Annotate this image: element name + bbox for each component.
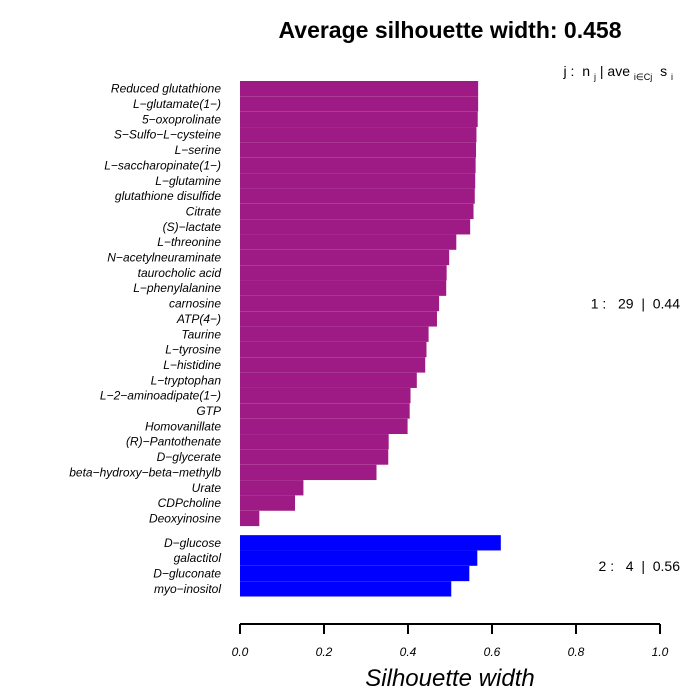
category-label: Reduced glutathione xyxy=(111,82,221,96)
bar-cluster2-0 xyxy=(240,535,501,551)
category-label: L−glutamate(1−) xyxy=(133,97,221,111)
bar-cluster1-1 xyxy=(240,96,479,112)
category-label: N−acetylneuraminate xyxy=(107,251,221,265)
bar-cluster1-15 xyxy=(240,311,437,327)
cluster-summary-2: 2 : 4 | 0.56 xyxy=(599,558,681,574)
category-label: taurocholic acid xyxy=(138,266,222,280)
category-label: (S)−lactate xyxy=(163,220,222,234)
bar-cluster1-10 xyxy=(240,234,457,250)
x-axis-ticks: 0.0 0.2 0.4 0.6 0.8 1.0 xyxy=(232,624,669,659)
category-label: L−2−aminoadipate(1−) xyxy=(100,389,221,403)
category-label: L−glutamine xyxy=(155,174,221,188)
bar-cluster1-24 xyxy=(240,449,389,465)
category-label: Urate xyxy=(192,481,222,495)
category-label: 5−oxoprolinate xyxy=(142,112,221,126)
bar-cluster1-26 xyxy=(240,480,304,496)
category-label: GTP xyxy=(196,404,221,418)
bar-cluster1-4 xyxy=(240,142,477,158)
x-tick-label: 0.6 xyxy=(484,645,501,659)
category-label: CDPcholine xyxy=(158,496,222,510)
x-axis: 0.0 0.2 0.4 0.6 0.8 1.0 xyxy=(232,623,669,659)
category-label: D−glucose xyxy=(164,536,221,550)
category-label: Homovanillate xyxy=(145,419,221,433)
category-label: S−Sulfo−L−cysteine xyxy=(114,128,221,142)
category-label: L−tyrosine xyxy=(165,343,221,357)
bar-cluster1-9 xyxy=(240,219,471,235)
legend-header-ave-sub: i∈Cj xyxy=(634,72,652,82)
x-axis-label: Silhouette width xyxy=(365,665,534,692)
x-tick-label: 0.4 xyxy=(400,645,417,659)
cluster-legend-header: j : n j | ave i∈Cj s i xyxy=(563,63,673,83)
category-label: L−histidine xyxy=(163,358,221,372)
bar-cluster1-12 xyxy=(240,265,447,281)
bar-cluster1-19 xyxy=(240,372,417,388)
legend-header-sep: | xyxy=(600,63,608,79)
bar-cluster2-2 xyxy=(240,565,470,582)
legend-header-n-sub: j xyxy=(593,72,596,82)
category-label: L−threonine xyxy=(157,235,221,249)
x-tick-label: 0.8 xyxy=(568,645,585,659)
bar-cluster1-21 xyxy=(240,403,410,419)
bar-cluster1-27 xyxy=(240,495,296,511)
bar-cluster1-6 xyxy=(240,173,476,189)
bar-cluster1-11 xyxy=(240,249,450,266)
bar-cluster2-3 xyxy=(240,581,452,597)
bar-cluster1-17 xyxy=(240,341,427,358)
legend-header-n: n xyxy=(582,63,590,79)
bar-cluster1-22 xyxy=(240,418,408,434)
bar-cluster1-16 xyxy=(240,326,429,342)
category-label: D−gluconate xyxy=(153,567,221,581)
category-label: L−saccharopinate(1−) xyxy=(104,158,221,172)
cluster-summaries-group: 1 : 29 | 0.44 2 : 4 | 0.56 xyxy=(591,296,680,574)
bar-cluster1-13 xyxy=(240,280,447,296)
bar-cluster1-3 xyxy=(240,127,477,143)
x-tick-label: 0.2 xyxy=(316,645,333,659)
category-label: L−phenylalanine xyxy=(133,281,221,295)
cluster-summary-1: 1 : 29 | 0.44 xyxy=(591,296,680,312)
category-label: ATP(4−) xyxy=(176,312,221,326)
category-labels-group: Reduced glutathioneL−glutamate(1−)5−oxop… xyxy=(69,82,221,596)
legend-header-ave: ave xyxy=(607,63,630,79)
bar-cluster1-23 xyxy=(240,434,389,450)
category-label: Taurine xyxy=(181,327,221,341)
x-tick-label: 0.0 xyxy=(232,645,249,659)
category-label: (R)−Pantothenate xyxy=(126,435,221,449)
bars-group xyxy=(240,81,501,597)
chart-title: Average silhouette width: 0.458 xyxy=(279,17,622,43)
bar-cluster1-2 xyxy=(240,111,478,127)
bar-cluster1-25 xyxy=(240,464,377,481)
bar-cluster1-28 xyxy=(240,510,260,527)
bar-cluster1-8 xyxy=(240,203,474,220)
bar-cluster1-14 xyxy=(240,295,440,312)
category-label: glutathione disulfide xyxy=(115,189,221,203)
legend-header-s: s xyxy=(660,63,667,79)
category-label: myo−inositol xyxy=(154,582,221,596)
category-label: D−glycerate xyxy=(157,450,222,464)
legend-header-j: j : xyxy=(563,63,575,79)
bar-cluster1-20 xyxy=(240,388,411,404)
bar-cluster1-5 xyxy=(240,157,476,174)
bar-cluster1-18 xyxy=(240,357,426,373)
bar-cluster1-0 xyxy=(240,81,479,97)
category-label: L−serine xyxy=(175,143,222,157)
bar-cluster1-7 xyxy=(240,188,475,204)
category-label: Citrate xyxy=(186,204,222,218)
x-tick-label: 1.0 xyxy=(652,645,669,659)
category-label: Deoxyinosine xyxy=(149,511,221,525)
category-label: carnosine xyxy=(169,297,221,311)
bar-cluster2-1 xyxy=(240,550,478,566)
category-label: L−tryptophan xyxy=(151,373,222,387)
category-label: beta−hydroxy−beta−methylb xyxy=(69,465,221,479)
legend-header-s-sub: i xyxy=(671,72,673,82)
category-label: galactitol xyxy=(174,551,222,565)
